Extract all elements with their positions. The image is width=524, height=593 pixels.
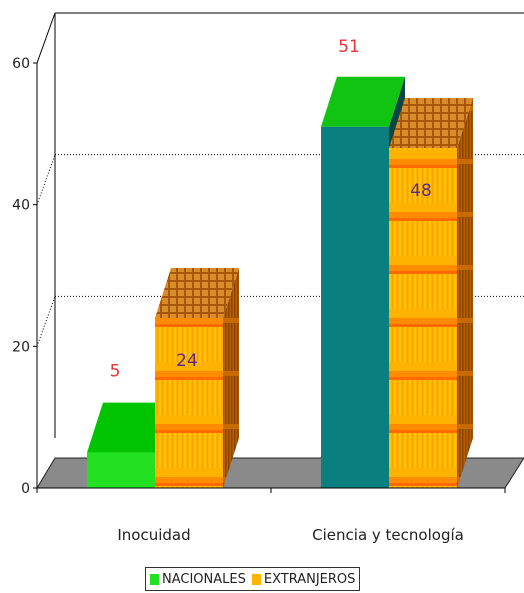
depth-top-edge — [36, 12, 56, 64]
gridline-depth — [36, 296, 56, 347]
bar-front — [87, 452, 155, 488]
legend-item-nacionales: NACIONALES — [150, 572, 246, 587]
y-tick-label: 20 — [12, 339, 30, 355]
bar-top — [389, 98, 473, 148]
y-axis: 0 20 40 60 — [12, 56, 38, 497]
bar-front — [155, 318, 223, 488]
legend-swatch-nacionales — [150, 573, 159, 585]
bars — [87, 76, 473, 488]
x-category-label: Inocuidad — [117, 526, 190, 544]
bar-top — [87, 402, 171, 453]
bar-side — [457, 98, 473, 488]
bar-top — [321, 76, 405, 127]
legend-label-extranjeros: EXTRANJEROS — [263, 571, 356, 587]
y-tick-label: 0 — [21, 481, 30, 497]
y-tick-label: 60 — [12, 56, 30, 72]
gridline-depth — [36, 154, 56, 205]
legend-swatch-extranjeros — [251, 573, 261, 585]
x-axis: Inocuidad Ciencia y tecnología — [36, 487, 506, 544]
plot-frame — [36, 12, 524, 438]
data-label: 51 — [338, 37, 360, 57]
legend-item-extranjeros: EXTRANJEROS — [251, 571, 356, 587]
bar-front — [321, 126, 389, 488]
bar-side — [223, 268, 239, 488]
legend-label-nacionales: NACIONALES — [162, 571, 246, 587]
bar-1-0 — [155, 268, 239, 488]
x-category-label: Ciencia y tecnología — [312, 526, 464, 544]
legend: NACIONALES EXTRANJEROS — [145, 567, 361, 591]
bar-1-1 — [389, 98, 473, 488]
bar-top — [155, 268, 239, 318]
y-tick-label: 40 — [12, 198, 30, 214]
bar-front — [389, 148, 457, 488]
data-label: 5 — [110, 362, 121, 382]
data-label: 24 — [176, 351, 198, 371]
data-labels: 5 24 51 48 — [110, 37, 432, 382]
data-label: 48 — [410, 181, 432, 201]
